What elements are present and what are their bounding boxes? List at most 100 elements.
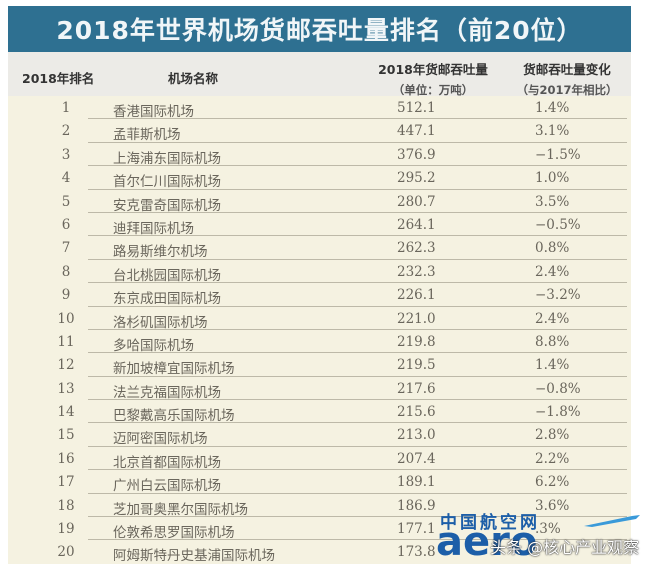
volume-cell: 219.5: [397, 357, 436, 374]
volume-cell: 512.1: [397, 100, 436, 116]
header-volume-label: 2018年货邮吞吐量: [378, 62, 488, 77]
volume-cell: 295.2: [397, 170, 436, 187]
header-change: 货邮吞吐量变化 （与2017年相比）: [503, 59, 631, 98]
header-change-note: （与2017年相比）: [516, 83, 618, 97]
rank-cell: 2: [61, 123, 71, 140]
airplane-icon: [584, 515, 640, 527]
airport-name-cell: 上海浦东国际机场: [113, 150, 221, 167]
change-cell: 6.2%: [535, 474, 570, 491]
volume-cell: 226.1: [397, 287, 436, 304]
rank-cell: 19: [57, 521, 75, 538]
change-cell: 1.0%: [535, 170, 570, 187]
change-cell: .3%: [535, 521, 561, 538]
airport-name-cell: 迈阿密国际机场: [113, 431, 208, 448]
change-cell: 3.6%: [535, 497, 570, 514]
rank-cell: 8: [61, 263, 71, 280]
change-cell: 2.2%: [535, 450, 570, 467]
rank-cell: 7: [61, 240, 71, 257]
change-cell: 2.8%: [535, 427, 570, 444]
watermark-logo-en: aero: [436, 519, 538, 565]
table-row: 13 法兰克福国际机场 217.6 −0.8%: [8, 377, 631, 401]
rank-cell: 16: [57, 450, 75, 467]
airport-name-cell: 法兰克福国际机场: [113, 384, 221, 401]
rank-cell: 4: [61, 170, 71, 187]
header-change-label: 货邮吞吐量变化: [523, 62, 611, 77]
table-row: 3 上海浦东国际机场 376.9 −1.5%: [8, 143, 631, 167]
table-row: 12 新加坡樟宜国际机场 219.5 1.4%: [8, 353, 631, 378]
rank-cell: 5: [61, 193, 71, 210]
volume-cell: 207.4: [397, 450, 436, 467]
table-row: 15 迈阿密国际机场 213.0 2.8%: [8, 423, 631, 448]
airport-name-cell: 台北桃园国际机场: [113, 267, 221, 284]
airport-name-cell: 芝加哥奥黑尔国际机场: [113, 501, 248, 518]
watermark-text: 头条 @核心产业观察: [490, 538, 640, 557]
rank-cell: 20: [57, 544, 75, 561]
change-cell: 2.4%: [535, 263, 570, 280]
change-cell: 8.8%: [535, 333, 570, 350]
header-volume-unit: （单位：万吨）: [392, 83, 474, 97]
airport-name-cell: 阿姆斯特丹史基浦国际机场: [113, 548, 275, 565]
rank-cell: 11: [57, 333, 75, 350]
table-row: 2 孟菲斯机场 447.1 3.1%: [8, 119, 631, 144]
table-body: 1 香港国际机场 512.1 1.4% 2 孟菲斯机场 447.1 3.1% 3 上海浦东国际…: [8, 96, 631, 564]
table-row: 4 首尔仁川国际机场 295.2 1.0%: [8, 166, 631, 191]
rank-cell: 15: [57, 427, 75, 444]
header-volume: 2018年货邮吞吐量 （单位：万吨）: [368, 59, 498, 98]
change-cell: 3.1%: [535, 123, 570, 140]
airport-name-cell: 新加坡樟宜国际机场: [113, 361, 235, 378]
rank-cell: 14: [57, 404, 75, 421]
airport-name-cell: 安克雷奇国际机场: [113, 197, 221, 214]
airport-name-cell: 孟菲斯机场: [113, 127, 181, 144]
change-cell: −1.8%: [535, 404, 581, 421]
header-airport-name: 机场名称: [168, 71, 219, 86]
table-row: 16 北京首都国际机场 207.4 2.2%: [8, 447, 631, 471]
airport-name-cell: 东京成田国际机场: [113, 291, 221, 308]
ranking-table-card: 2018年世界机场货邮吞吐量排名（前20位） 2018年排名 机场名称 2018…: [8, 6, 631, 564]
table-row: 1 香港国际机场 512.1 1.4%: [8, 96, 631, 120]
rank-cell: 17: [57, 474, 75, 491]
airport-name-cell: 洛杉矶国际机场: [113, 314, 208, 331]
watermark-logo-cn: 中国航空网: [440, 513, 540, 533]
table-row: 7 路易斯维尔机场 262.3 0.8%: [8, 236, 631, 261]
airport-name-cell: 香港国际机场: [113, 104, 194, 120]
volume-cell: 213.0: [397, 427, 436, 444]
change-cell: −1.5%: [535, 146, 581, 163]
volume-cell: 186.9: [397, 497, 436, 514]
volume-cell: 280.7: [397, 193, 436, 210]
rank-cell: 1: [61, 100, 71, 116]
change-cell: 3.5%: [535, 193, 570, 210]
change-cell: 0.8%: [535, 240, 570, 257]
airport-name-cell: 北京首都国际机场: [113, 454, 221, 471]
change-cell: 2.4%: [535, 310, 570, 327]
volume-cell: 177.1: [397, 521, 436, 538]
volume-cell: 219.8: [397, 333, 436, 350]
watermark: 中国航空网 aero 头条 @核心产业观察: [432, 508, 642, 564]
rank-cell: 13: [57, 380, 75, 397]
change-cell: −0.5%: [535, 216, 581, 233]
table-row: 11 多哈国际机场 219.8 8.8%: [8, 330, 631, 354]
table-header: 2018年排名 机场名称 2018年货邮吞吐量 （单位：万吨） 货邮吞吐量变化 …: [8, 52, 631, 98]
table-row: 6 迪拜国际机场 264.1 −0.5%: [8, 213, 631, 237]
volume-cell: 221.0: [397, 310, 436, 327]
airport-name-cell: 路易斯维尔机场: [113, 244, 208, 261]
volume-cell: 217.6: [397, 380, 436, 397]
volume-cell: 189.1: [397, 474, 436, 491]
rank-cell: 3: [61, 146, 71, 163]
airport-name-cell: 伦敦希思罗国际机场: [113, 525, 235, 542]
change-cell: −0.8%: [535, 380, 581, 397]
change-cell: −3.2%: [535, 287, 581, 304]
table-row: 9 东京成田国际机场 226.1 −3.2%: [8, 283, 631, 308]
airport-name-cell: 首尔仁川国际机场: [113, 174, 221, 191]
change-cell: 1.4%: [535, 100, 570, 116]
table-title: 2018年世界机场货邮吞吐量排名（前20位）: [8, 6, 631, 52]
rank-cell: 6: [61, 216, 71, 233]
table-row: 20 阿姆斯特丹史基浦国际机场 173.8: [8, 540, 631, 565]
airport-name-cell: 广州白云国际机场: [113, 478, 221, 495]
volume-cell: 232.3: [397, 263, 436, 280]
change-cell: 1.4%: [535, 357, 570, 374]
airport-name-cell: 迪拜国际机场: [113, 220, 194, 237]
table-row: 8 台北桃园国际机场 232.3 2.4%: [8, 260, 631, 284]
rank-cell: 12: [57, 357, 75, 374]
volume-cell: 447.1: [397, 123, 436, 140]
airport-name-cell: 巴黎戴高乐国际机场: [113, 408, 235, 425]
